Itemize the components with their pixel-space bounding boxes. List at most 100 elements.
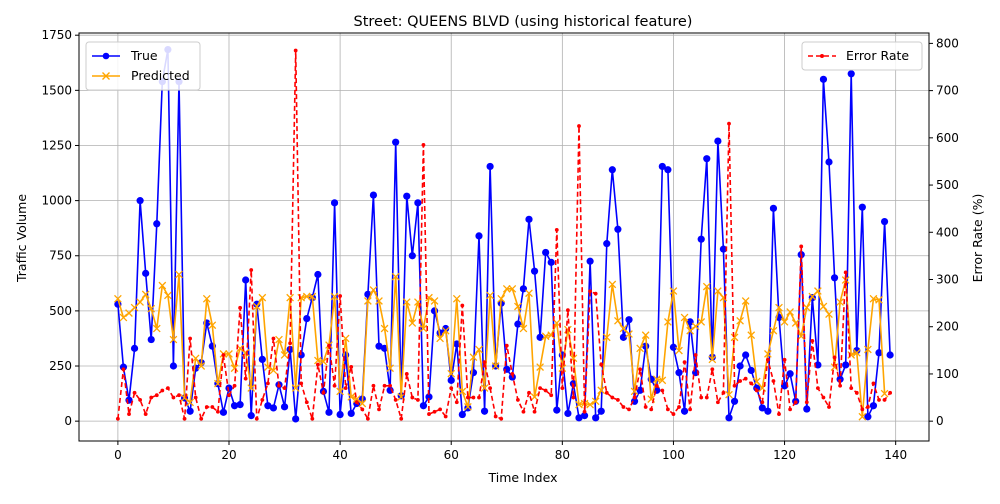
true-point <box>703 155 711 163</box>
predicted-point <box>586 400 594 409</box>
predicted-point <box>814 287 822 295</box>
predicted-point <box>714 287 722 295</box>
true-point <box>714 137 722 145</box>
y2-axis-label: Error Rate (%) <box>970 194 985 283</box>
predicted-point <box>480 384 489 392</box>
predicted-point <box>141 290 150 299</box>
true-point <box>564 409 572 418</box>
error-rate-point <box>288 341 293 346</box>
error-rate-point <box>627 407 631 412</box>
error-rate-point <box>249 268 254 272</box>
true-series-line <box>117 48 891 420</box>
legend-error-label: Error Rate <box>846 48 909 63</box>
true-point <box>880 217 889 226</box>
predicted-point <box>597 386 606 395</box>
true-point <box>853 346 861 355</box>
true-point <box>136 197 144 205</box>
true-point <box>847 70 855 78</box>
error-rate-point <box>688 407 693 412</box>
error-rate-point <box>693 353 698 357</box>
error-rate-point <box>260 398 265 402</box>
y2-tick-label: 100 <box>936 367 959 381</box>
predicted-point <box>330 292 339 301</box>
y-tick-label: 250 <box>49 359 72 373</box>
predicted-point <box>819 302 828 311</box>
true-point <box>442 324 450 333</box>
error-rate-point <box>843 270 848 275</box>
error-rate-point <box>560 386 565 391</box>
true-point <box>475 232 483 240</box>
true-point <box>686 318 694 326</box>
true-point <box>736 362 744 370</box>
true-point <box>730 397 739 405</box>
error-rate-point <box>699 395 704 400</box>
y2-tick-label: 700 <box>936 84 959 98</box>
error-rate-point <box>360 407 365 412</box>
error-rate-point <box>193 395 198 400</box>
true-point <box>747 366 755 375</box>
error-rate-point <box>454 400 459 405</box>
true-point <box>697 235 705 243</box>
predicted-point <box>436 334 444 343</box>
error-rate-point <box>165 386 170 391</box>
predicted-point <box>152 324 161 333</box>
true-point <box>258 355 266 363</box>
y2-tick-label: 600 <box>936 131 959 145</box>
x-tick-label: 140 <box>884 448 907 462</box>
true-point <box>480 407 489 415</box>
y-tick-label: 1000 <box>41 194 72 208</box>
error-rate-point <box>604 390 609 395</box>
true-point <box>608 166 616 174</box>
error-rate-point <box>160 388 165 393</box>
legend-right: Error Rate <box>801 41 923 71</box>
error-rate-point <box>549 393 554 398</box>
predicted-point <box>875 295 883 304</box>
true-point <box>425 393 433 401</box>
grid-lines <box>79 33 929 441</box>
true-point <box>303 315 311 323</box>
legend-predicted-label: Predicted <box>131 68 190 83</box>
error-rate-point <box>682 360 687 365</box>
error-rate-point <box>410 395 415 400</box>
error-rate-point <box>593 291 598 296</box>
predicted-point <box>208 321 217 330</box>
error-rate-point <box>315 362 320 367</box>
predicted-point <box>202 294 211 303</box>
predicted-point <box>764 350 772 358</box>
error-rate-point <box>371 383 376 388</box>
x-tick-label: 40 <box>332 448 347 462</box>
predicted-point <box>147 304 156 313</box>
error-rate-point <box>504 343 509 348</box>
error-rate-point <box>727 121 731 126</box>
predicted-point <box>852 348 861 357</box>
true-point <box>153 220 161 228</box>
predicted-point <box>602 333 611 342</box>
error-rate-point <box>399 416 404 421</box>
predicted-point <box>736 316 744 325</box>
error-rate-point <box>799 244 804 249</box>
predicted-point <box>347 393 356 401</box>
true-point <box>825 158 833 166</box>
error-rate-point <box>238 305 243 310</box>
true-point <box>147 335 155 344</box>
true-point <box>269 404 278 412</box>
error-rate-point <box>471 395 476 400</box>
error-rate-point <box>277 383 281 388</box>
true-point <box>769 204 778 212</box>
true-point <box>336 410 344 419</box>
predicted-point <box>302 292 311 301</box>
true-point <box>803 405 811 413</box>
predicted-point <box>291 384 300 392</box>
error-rate-point <box>265 381 270 386</box>
error-rate-point <box>732 383 737 388</box>
predicted-point <box>119 313 128 322</box>
error-rate-point <box>432 409 437 414</box>
true-point <box>130 344 139 352</box>
error-rate-point <box>460 303 465 308</box>
error-rate-point <box>515 398 520 402</box>
error-rate-point <box>149 395 154 400</box>
true-point <box>886 351 894 359</box>
true-point <box>614 225 622 233</box>
true-point <box>347 409 355 418</box>
